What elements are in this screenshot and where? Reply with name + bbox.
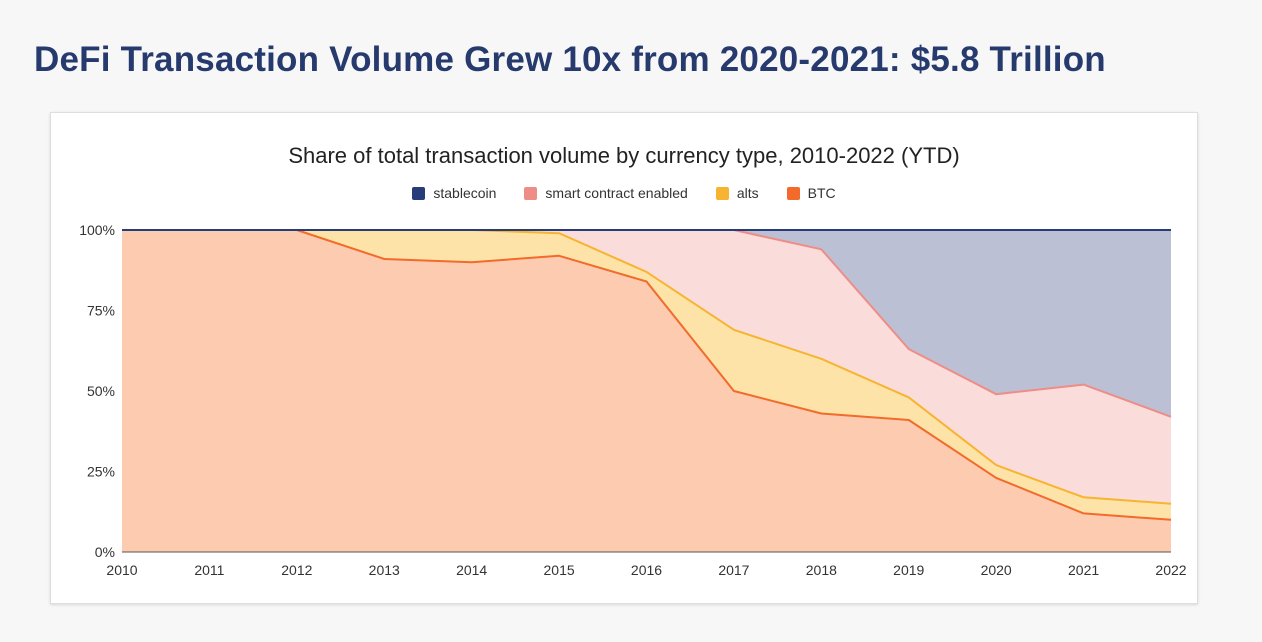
page-headline: DeFi Transaction Volume Grew 10x from 20… [34,40,1106,79]
legend-label-alts: alts [736,185,759,201]
legend-label-stablecoin: stablecoin [433,185,497,201]
legend-item-alts[interactable]: alts [715,185,759,201]
area-btc [122,230,1171,552]
legend-item-smart-contract[interactable]: smart contract enabled [524,185,688,201]
y-tick-label: 0% [95,544,115,560]
x-tick-label: 2018 [806,562,837,578]
legend-label-btc: BTC [807,185,836,201]
x-tick-label: 2013 [369,562,400,578]
legend-swatch-smart-contract [524,186,538,200]
chart-legend: stablecoin smart contract enabled alts B… [51,185,1197,201]
x-tick-label: 2011 [194,562,224,578]
area-stablecoin [122,230,1171,417]
x-tick-label: 2015 [544,562,575,578]
x-tick-label: 2019 [893,562,924,578]
x-tick-label: 2010 [106,562,137,578]
x-tick-label: 2020 [981,562,1012,578]
chart-plot: 0% 25% 50% 75% 100% 2010 2011 2012 2013 2014 2015 2… [79,222,1187,578]
y-tick-label: 25% [87,464,115,480]
y-tick-label: 50% [87,383,115,399]
legend-swatch-btc [786,186,800,200]
chart-title: Share of total transaction volume by cur… [288,143,960,168]
legend-swatch-stablecoin [412,186,426,200]
x-tick-label: 2017 [718,562,749,578]
y-tick-label: 100% [79,222,115,238]
x-tick-label: 2021 [1068,562,1099,578]
x-tick-label: 2022 [1155,562,1186,578]
legend-swatch-alts [715,186,729,200]
x-tick-label: 2016 [631,562,662,578]
legend-label-smart-contract: smart contract enabled [545,185,688,201]
x-tick-label: 2012 [281,562,312,578]
y-tick-label: 75% [87,303,115,319]
chart-card: Share of total transaction volume by cur… [50,112,1198,604]
area-smart-contract-enabled [122,230,1171,504]
x-tick-label: 2014 [456,562,487,578]
legend-item-stablecoin[interactable]: stablecoin [412,185,496,201]
legend-item-btc[interactable]: BTC [786,185,836,201]
